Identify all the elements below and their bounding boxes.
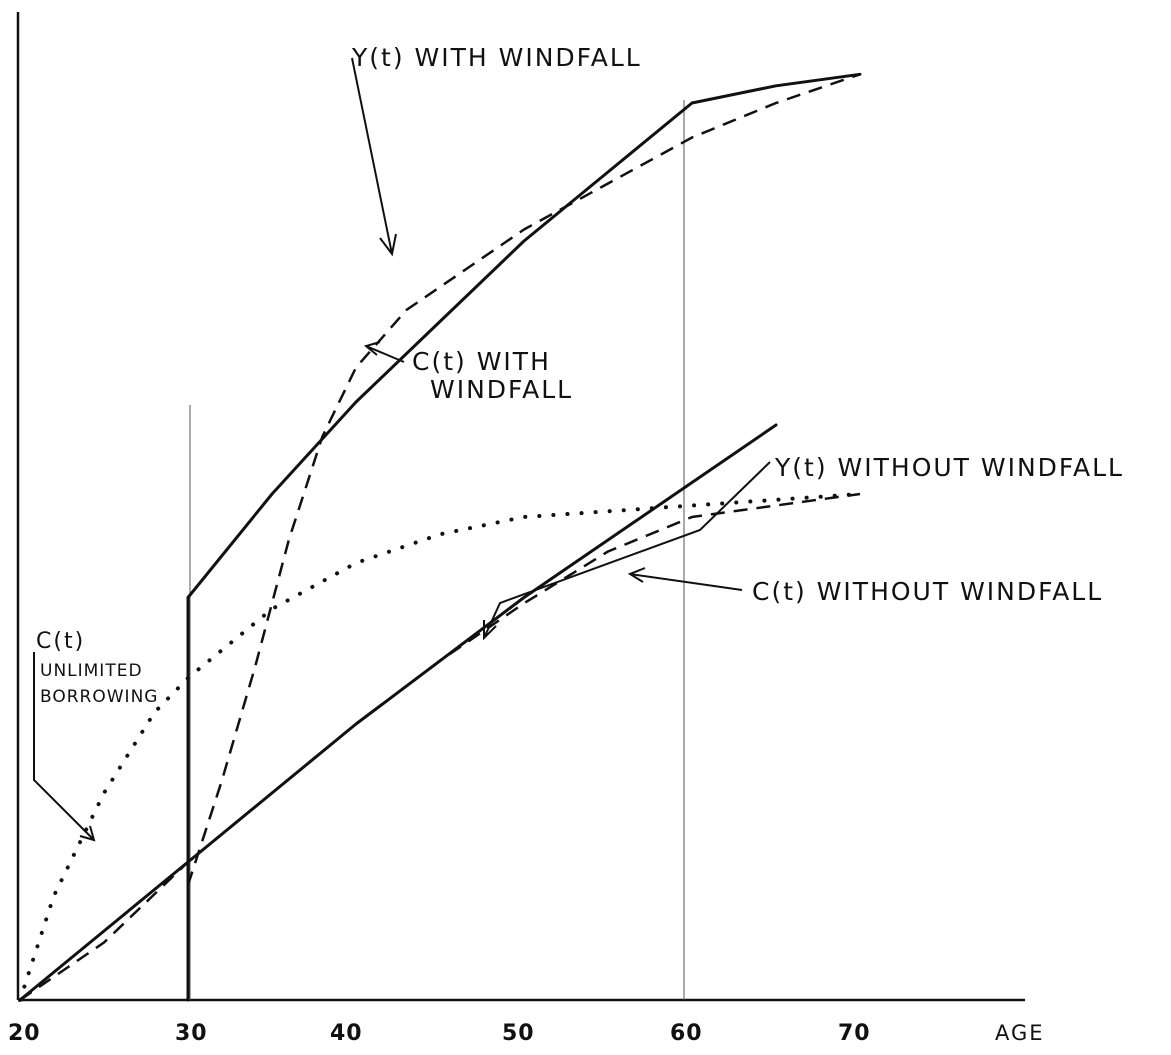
x-tick-50: 50 [502,1021,535,1046]
label-y-without-windfall: Y(t) WITHOUT WINDFALL [774,453,1124,482]
label-c-unlimited-line1: C(t) [36,629,85,654]
label-y-with-windfall: Y(t) WITH WINDFALL [351,43,642,72]
x-tick-70: 70 [838,1021,871,1046]
series-line-4 [18,492,862,1002]
pointer-c-with [363,341,405,363]
x-tick-20: 20 [8,1021,41,1046]
x-tick-60: 60 [670,1021,703,1046]
x-tick-labels: 20 30 40 50 60 70 [8,1021,871,1046]
x-tick-30: 30 [175,1021,208,1046]
series-line-3 [19,492,861,1002]
series-line-0 [186,72,862,1002]
annotation-pointers [33,57,771,842]
label-c-unlimited-line3: BORROWING [40,687,158,707]
pointer-y-with [351,57,397,257]
label-c-unlimited-line2: UNLIMITED [40,661,143,681]
series-layer [18,72,862,1002]
pointer-c-without [627,567,743,591]
x-tick-40: 40 [330,1021,363,1046]
pointer-y-without [483,461,771,641]
series-line-1 [186,73,861,886]
label-c-without-windfall: C(t) WITHOUT WINDFALL [752,577,1103,606]
pointer-c-unlimited [33,652,96,842]
label-c-with-windfall-line1: C(t) WITH [412,347,551,376]
label-c-with-windfall-line2: WINDFALL [430,375,573,404]
x-axis-label: AGE [995,1021,1045,1045]
